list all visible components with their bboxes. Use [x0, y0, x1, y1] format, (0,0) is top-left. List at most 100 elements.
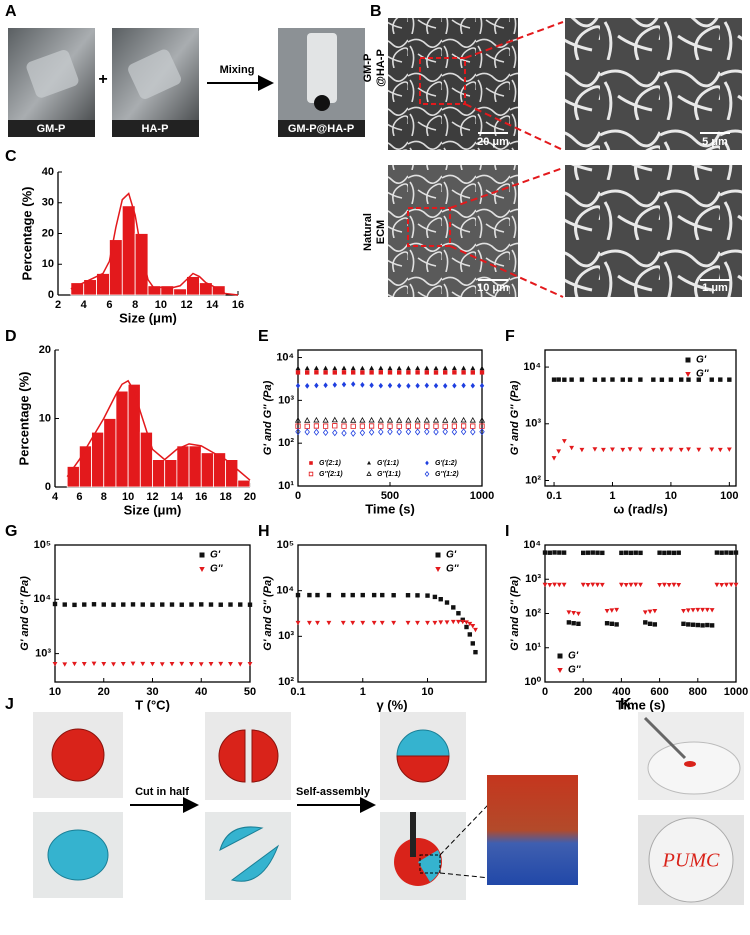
legend-label: G''(1:2): [435, 471, 459, 478]
fit-curve: [66, 379, 251, 481]
data-point: [443, 370, 448, 375]
panel-j: Cut in half Self-assembly: [33, 712, 578, 900]
data-point: [295, 370, 301, 375]
photo-caption-bg: [112, 120, 199, 137]
data-point: [469, 416, 476, 423]
x-tick-label: 30: [146, 686, 158, 698]
data-point: [638, 550, 643, 556]
x-tick-label: 0: [542, 686, 548, 698]
data-point: [614, 607, 620, 613]
legend-marker: [435, 567, 441, 572]
data-point: [130, 602, 136, 607]
data-point: [695, 622, 700, 628]
bar: [173, 288, 187, 296]
data-point: [609, 621, 615, 627]
data-point: [650, 447, 656, 453]
data-point: [150, 662, 155, 667]
data-point: [386, 416, 394, 423]
data-point: [111, 662, 116, 667]
gel-blue: [47, 829, 109, 881]
data-point: [313, 423, 319, 429]
arrow-label: Self-assembly: [296, 786, 371, 798]
data-point: [657, 583, 663, 588]
data-point: [415, 365, 421, 371]
bar: [78, 445, 92, 488]
photo-label: GM-P: [37, 123, 66, 135]
data-point: [341, 429, 347, 437]
x-axis-title: ω (rad/s): [613, 501, 667, 516]
bar: [152, 459, 166, 488]
y-tick-label: 0: [48, 289, 54, 301]
panel-label: F: [505, 328, 515, 345]
data-point: [647, 621, 653, 627]
legend-label: G'(2:1): [319, 460, 342, 467]
x-tick-label: 600: [650, 686, 668, 698]
data-point: [724, 582, 729, 588]
sem-image: [388, 18, 518, 150]
data-point: [709, 623, 715, 628]
data-point: [313, 365, 319, 371]
y-axis-title: G' and G'' (Pa): [509, 576, 521, 651]
y-axis-title: Percentage (%): [19, 187, 34, 281]
bar: [225, 459, 239, 488]
photo-label: GM-P@HA-P: [288, 123, 354, 135]
y-axis-title: G' and G'' (Pa): [509, 380, 521, 455]
data-point: [696, 447, 702, 453]
data-point: [424, 423, 430, 429]
panel-label: J: [5, 696, 14, 713]
legend-marker: [685, 357, 691, 363]
y-tick-label: 10: [39, 412, 51, 424]
data-point: [322, 416, 329, 423]
data-point: [727, 377, 732, 382]
data-point: [542, 550, 548, 555]
data-point: [668, 377, 674, 382]
data-point: [396, 423, 402, 429]
data-point: [396, 428, 402, 436]
data-point: [442, 428, 448, 436]
data-point: [368, 416, 375, 423]
x-axis-title: Time (s): [365, 501, 415, 516]
row-label: Natural: [362, 213, 374, 251]
x-tick-label: 12: [146, 491, 158, 503]
data-point: [733, 582, 739, 588]
data-point: [369, 370, 374, 375]
data-point: [432, 620, 438, 626]
data-point: [623, 583, 629, 588]
zoom-line: [464, 103, 564, 151]
data-point: [614, 622, 619, 627]
data-point: [198, 662, 204, 667]
data-point: [369, 365, 375, 371]
y-tick-label: 10¹: [278, 480, 294, 492]
x-tick-label: 18: [220, 491, 232, 503]
x-tick-label: 0.1: [290, 686, 305, 698]
data-point: [467, 632, 473, 637]
bar: [66, 466, 80, 488]
data-point: [451, 365, 457, 371]
x-axis-title: Size (μm): [124, 502, 182, 517]
data-point: [91, 602, 97, 607]
legend-label: G'': [568, 665, 581, 676]
data-point: [590, 550, 595, 555]
data-point: [662, 550, 667, 556]
zoom-photo: [487, 775, 578, 885]
panel-label: I: [505, 523, 509, 540]
data-point: [479, 365, 485, 371]
data-point: [323, 382, 328, 389]
data-point: [433, 428, 439, 436]
y-tick-label: 10⁴: [276, 351, 294, 363]
data-point: [709, 608, 715, 613]
data-point: [304, 417, 311, 423]
data-point: [719, 550, 724, 555]
dish: [648, 817, 734, 903]
data-point: [121, 602, 126, 607]
tweezer: [410, 812, 416, 857]
data-point: [305, 370, 310, 375]
bar: [115, 390, 129, 488]
data-point: [432, 594, 438, 600]
data-point: [199, 602, 204, 607]
data-point: [461, 370, 466, 375]
data-point: [724, 550, 729, 555]
legend-marker: [685, 372, 691, 377]
y-tick-label: 10⁴: [523, 361, 541, 373]
data-point: [169, 662, 175, 667]
